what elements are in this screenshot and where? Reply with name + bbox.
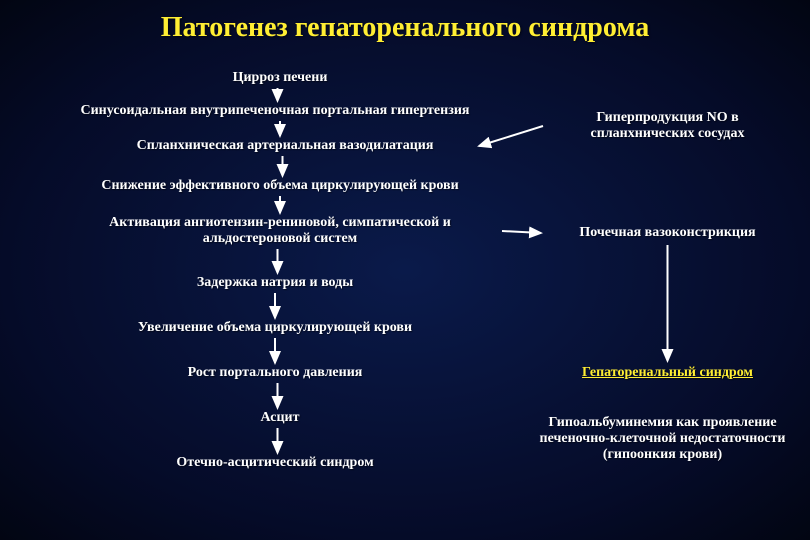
node-volume-increase: Увеличение объема циркулирующей крови (95, 320, 455, 336)
node-na-retention: Задержка натрия и воды (145, 275, 405, 291)
node-cirrhosis: Цирроз печени (180, 70, 380, 86)
node-portal-htn: Синусоидальная внутрипеченочная портальн… (30, 103, 520, 119)
node-low-volume: Снижение эффективного объема циркулирующ… (55, 178, 505, 194)
slide-title: Патогенез гепаторенального синдрома (0, 0, 810, 44)
node-edema-ascitic: Отечно-асцитический синдром (125, 455, 425, 471)
node-hypoalbuminemia: Гипоальбуминемия как проявление печеночн… (520, 415, 805, 463)
node-no-production: Гиперпродукция NO в спланхнических сосуд… (545, 110, 790, 142)
node-vasodilation: Спланхническая артериальная вазодилатаци… (95, 138, 475, 154)
node-ascites: Асцит (230, 410, 330, 426)
node-raas: Активация ангиотензин-рениновой, симпати… (60, 215, 500, 247)
node-hepatorenal: Гепаторенальный синдром (545, 365, 790, 381)
node-renal-vasoconstr: Почечная вазоконстрикция (545, 225, 790, 241)
node-portal-pressure: Рост портального давления (135, 365, 415, 381)
